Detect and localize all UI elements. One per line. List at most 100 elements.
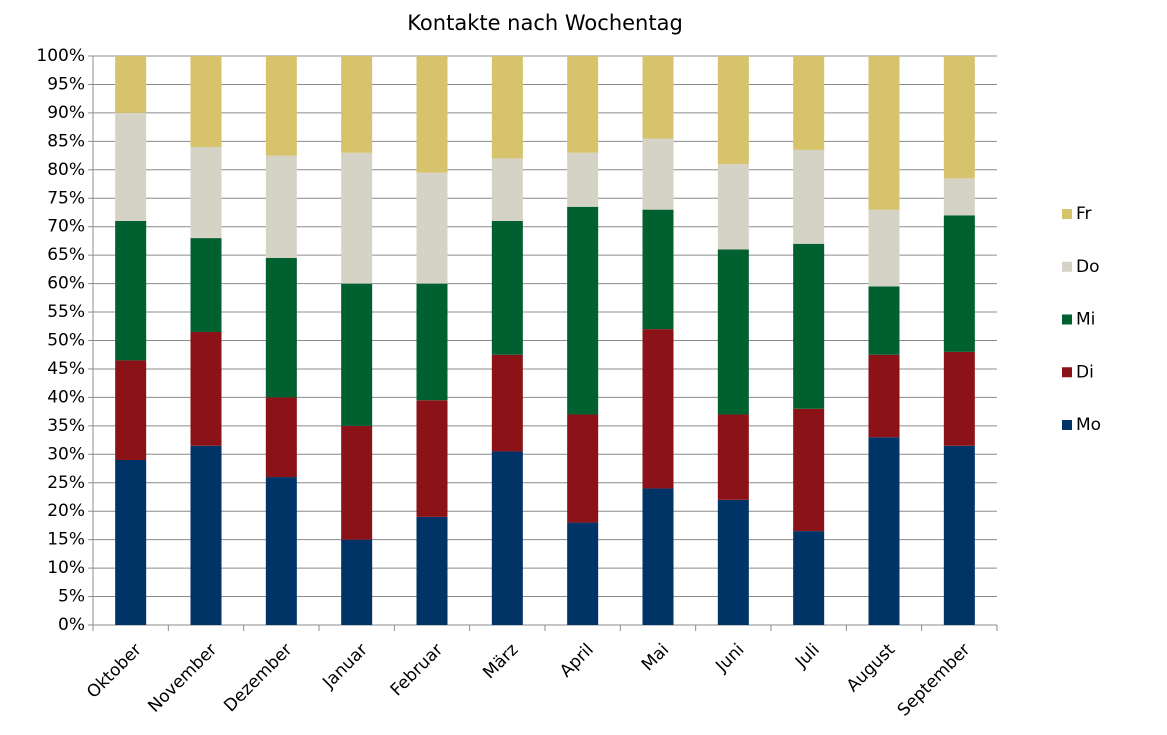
bar-segment <box>416 516 448 625</box>
bar-segment <box>717 249 749 415</box>
bar-segment <box>491 451 523 625</box>
bar-segment <box>416 56 448 173</box>
y-tick-label: 100% <box>36 46 85 66</box>
bar-segment <box>190 445 222 625</box>
x-tick-label: Juli <box>791 640 824 673</box>
bar-segment <box>491 158 523 222</box>
chart-title: Kontakte nach Wochentag <box>407 11 683 35</box>
bar-segment <box>491 56 523 159</box>
bar-segment <box>943 178 975 216</box>
bar-segment <box>642 329 674 489</box>
legend-label: Mo <box>1076 415 1101 435</box>
legend-swatch <box>1062 367 1072 378</box>
y-tick-label: 75% <box>47 188 85 208</box>
bar-segment <box>115 221 147 361</box>
bar-segment <box>943 215 975 352</box>
legend-label: Do <box>1076 257 1100 277</box>
y-tick-label: 5% <box>58 587 85 607</box>
bar-segment <box>793 243 825 409</box>
bar-segment <box>793 149 825 244</box>
bar-segment <box>190 147 222 239</box>
legend-label: Fr <box>1076 204 1092 224</box>
bar-segment <box>642 488 674 625</box>
bar-segment <box>115 360 147 460</box>
y-tick-label: 95% <box>47 74 85 94</box>
bar-segment <box>341 152 373 284</box>
x-tick-label: Februar <box>387 640 447 700</box>
y-tick-label: 35% <box>47 416 85 436</box>
x-tick-label: September <box>894 640 975 721</box>
y-tick-label: 45% <box>47 359 85 379</box>
bar-segment <box>341 425 373 540</box>
bar-segment <box>115 56 147 113</box>
legend-swatch <box>1062 261 1072 272</box>
bar-segment <box>567 206 599 415</box>
bar-segment <box>943 445 975 625</box>
bar-segment <box>491 221 523 355</box>
bar-segment <box>567 152 599 207</box>
y-tick-label: 70% <box>47 217 85 237</box>
y-tick-label: 80% <box>47 160 85 180</box>
x-tick-label: Oktober <box>83 640 146 703</box>
bar-segment <box>642 138 674 210</box>
bar-segment <box>868 56 900 210</box>
bar-segment <box>416 400 448 517</box>
y-tick-label: 15% <box>47 530 85 550</box>
bar-segment <box>190 331 222 446</box>
bar-segment <box>868 209 900 287</box>
x-tick-label: Dezember <box>220 640 296 716</box>
bar-segment <box>868 437 900 625</box>
legend-swatch <box>1062 314 1072 325</box>
legend-swatch <box>1062 420 1072 430</box>
x-tick-label: April <box>556 640 598 682</box>
bar-segment <box>567 56 599 153</box>
y-tick-label: 65% <box>47 245 85 265</box>
y-tick-label: 0% <box>58 615 85 635</box>
x-tick-label: Januar <box>318 640 371 693</box>
x-tick-label: Mai <box>638 640 673 675</box>
bar-segment <box>868 354 900 438</box>
legend-label: Mi <box>1076 310 1095 330</box>
bar-segment <box>265 56 297 156</box>
x-tick-label: Juni <box>711 640 748 677</box>
y-tick-label: 30% <box>47 444 85 464</box>
x-tick-label: März <box>479 640 522 683</box>
bar-segment <box>717 414 749 500</box>
bar-segment <box>190 56 222 148</box>
legend-label: Di <box>1076 362 1094 382</box>
bar-segment <box>265 257 297 398</box>
y-tick-label: 20% <box>47 501 85 521</box>
y-tick-label: 25% <box>47 473 85 493</box>
bar-segment <box>868 286 900 355</box>
bar-segment <box>943 56 975 179</box>
y-tick-label: 90% <box>47 103 85 123</box>
bar-segment <box>793 56 825 150</box>
bar-segment <box>717 164 749 250</box>
bar-segment <box>341 56 373 153</box>
bar-segment <box>567 522 599 625</box>
y-tick-label: 60% <box>47 274 85 294</box>
bar-segment <box>341 283 373 426</box>
bar-segment <box>341 539 373 625</box>
bar-segment <box>717 56 749 165</box>
x-tick-label: November <box>144 640 221 717</box>
bar-segment <box>265 155 297 258</box>
legend-swatch <box>1062 209 1072 219</box>
y-tick-label: 50% <box>47 331 85 351</box>
y-tick-label: 85% <box>47 131 85 151</box>
bar-segment <box>642 56 674 139</box>
bar-segment <box>416 172 448 284</box>
bar-segment <box>265 477 297 625</box>
bar-segment <box>943 351 975 446</box>
bar-segment <box>115 459 147 625</box>
y-tick-label: 10% <box>47 558 85 578</box>
bar-segment <box>642 209 674 330</box>
bar-segment <box>416 283 448 401</box>
bar-segment <box>567 414 599 523</box>
bar-segment <box>717 499 749 625</box>
bar-segment <box>115 112 147 222</box>
bar-segment <box>265 397 297 478</box>
bar-segment <box>793 408 825 532</box>
x-tick-label: August <box>843 640 899 696</box>
